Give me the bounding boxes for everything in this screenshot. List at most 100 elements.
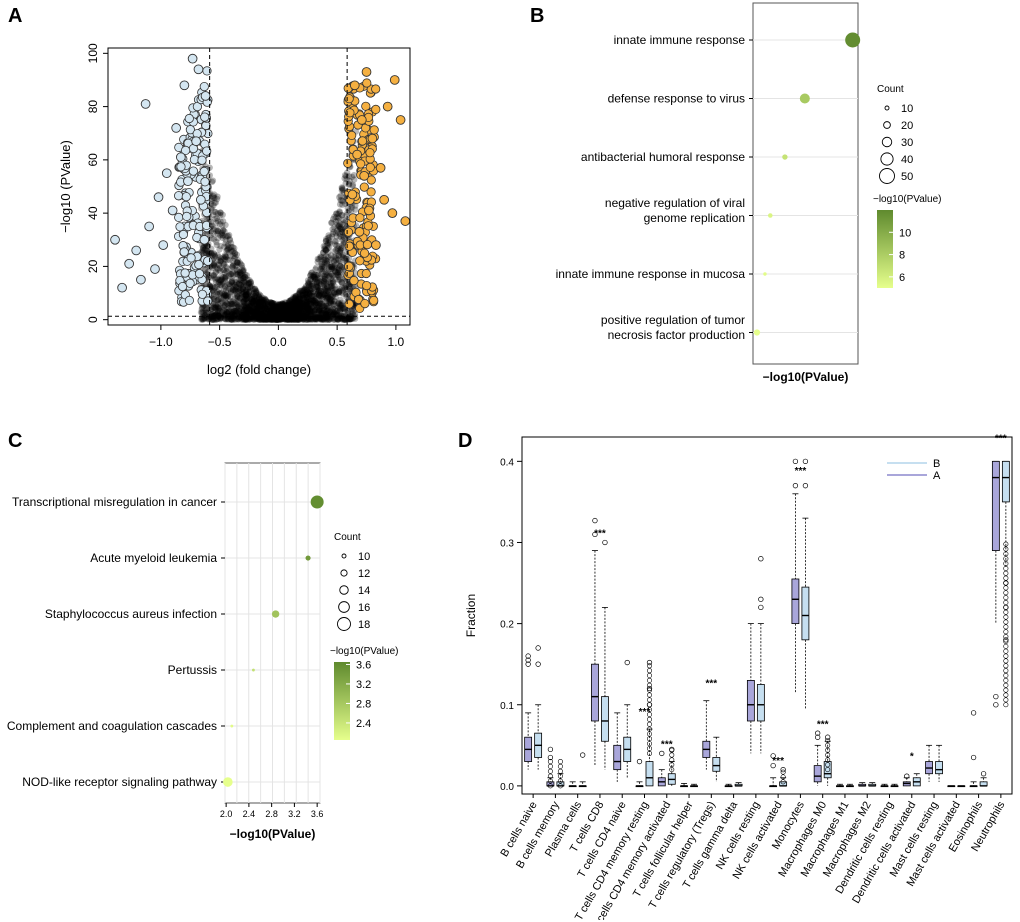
significance-mark: * xyxy=(910,752,914,763)
down-point xyxy=(193,64,204,75)
ns-point xyxy=(330,300,338,308)
category-label: Transcriptional misregulation in cancer xyxy=(12,495,217,509)
ns-point xyxy=(222,275,229,283)
y-tick-label: 60 xyxy=(86,153,100,167)
outlier xyxy=(758,604,764,611)
ns-point xyxy=(321,245,328,253)
ns-point xyxy=(269,302,276,310)
ns-point xyxy=(241,278,248,286)
y-axis-title: Fraction xyxy=(464,594,478,637)
ns-point xyxy=(234,271,242,278)
ns-point xyxy=(277,315,285,323)
ns-point xyxy=(203,249,210,257)
size-legend-label: 40 xyxy=(901,154,913,166)
size-legend-label: 16 xyxy=(358,602,370,614)
ns-point xyxy=(341,306,348,313)
ns-point xyxy=(292,312,299,319)
ns-point xyxy=(315,310,323,317)
ns-point xyxy=(231,282,239,289)
ns-point xyxy=(322,252,330,259)
x-axis-title: log2 (fold change) xyxy=(207,362,311,377)
ns-point xyxy=(270,309,277,317)
ns-point xyxy=(320,254,328,261)
ns-point xyxy=(331,309,338,316)
ns-point xyxy=(306,308,314,315)
ns-point xyxy=(241,297,248,304)
ns-point xyxy=(323,316,330,323)
ns-point xyxy=(309,314,316,321)
ns-point xyxy=(272,312,279,319)
ns-point xyxy=(209,283,217,290)
up-point xyxy=(362,240,372,250)
ns-point xyxy=(223,287,230,294)
ns-point xyxy=(329,271,336,279)
ns-point xyxy=(334,245,341,252)
ns-point xyxy=(321,316,328,323)
ns-point xyxy=(314,258,321,266)
ns-point xyxy=(276,315,283,323)
y-tick-label: 0.3 xyxy=(500,538,514,549)
up-point xyxy=(365,148,375,158)
ns-point xyxy=(246,316,253,323)
ns-point xyxy=(313,282,320,289)
ns-point xyxy=(319,302,327,309)
ns-point xyxy=(335,289,343,296)
category-label: genome replication xyxy=(644,211,745,225)
ns-point xyxy=(256,293,263,301)
ns-point xyxy=(242,304,249,312)
down-point xyxy=(203,256,213,266)
outlier xyxy=(1003,648,1009,654)
ns-point xyxy=(308,297,315,304)
ns-point xyxy=(324,253,332,261)
ns-point xyxy=(275,316,282,323)
ns-point xyxy=(251,305,258,312)
ns-point xyxy=(228,304,235,311)
ns-point xyxy=(270,300,277,307)
ns-point xyxy=(259,301,266,308)
ns-point xyxy=(334,247,341,255)
down-point xyxy=(171,123,182,133)
ns-point xyxy=(317,253,324,260)
box-series-a xyxy=(813,765,822,783)
ns-point xyxy=(297,289,304,296)
ns-point xyxy=(271,315,278,322)
ns-point xyxy=(266,315,273,323)
ns-point xyxy=(274,312,281,319)
ns-point xyxy=(223,247,230,254)
ns-point xyxy=(212,208,219,216)
ns-point xyxy=(325,316,332,323)
ns-point xyxy=(325,237,332,244)
ns-point xyxy=(295,293,303,301)
ns-point xyxy=(271,303,278,310)
ns-point xyxy=(305,309,312,317)
ns-point xyxy=(296,299,304,306)
ns-point xyxy=(282,313,289,320)
ns-point xyxy=(308,269,316,276)
ns-point xyxy=(325,266,333,273)
ns-point xyxy=(258,298,265,305)
ns-point xyxy=(257,297,265,305)
ns-point xyxy=(219,234,226,241)
ns-point xyxy=(329,309,337,316)
ns-point xyxy=(246,277,253,284)
ns-point xyxy=(241,273,248,281)
ns-point xyxy=(222,240,229,247)
ns-point xyxy=(314,277,322,284)
ns-point xyxy=(293,316,301,323)
color-legend-title: −log10(PValue) xyxy=(873,194,941,205)
ns-point xyxy=(338,253,345,260)
ns-point xyxy=(318,309,326,317)
ns-point xyxy=(317,288,325,295)
ns-point xyxy=(238,270,245,277)
ns-point xyxy=(331,289,338,296)
ns-point xyxy=(242,312,249,319)
ns-point xyxy=(282,312,290,319)
ns-point xyxy=(217,257,225,264)
category-label: Staphylococcus aureus infection xyxy=(45,607,217,621)
ns-point xyxy=(335,300,342,307)
ns-point xyxy=(292,298,299,305)
panel-letter: A xyxy=(8,5,23,27)
ns-point xyxy=(220,307,228,314)
ns-point xyxy=(339,221,346,228)
ns-point xyxy=(280,301,287,308)
